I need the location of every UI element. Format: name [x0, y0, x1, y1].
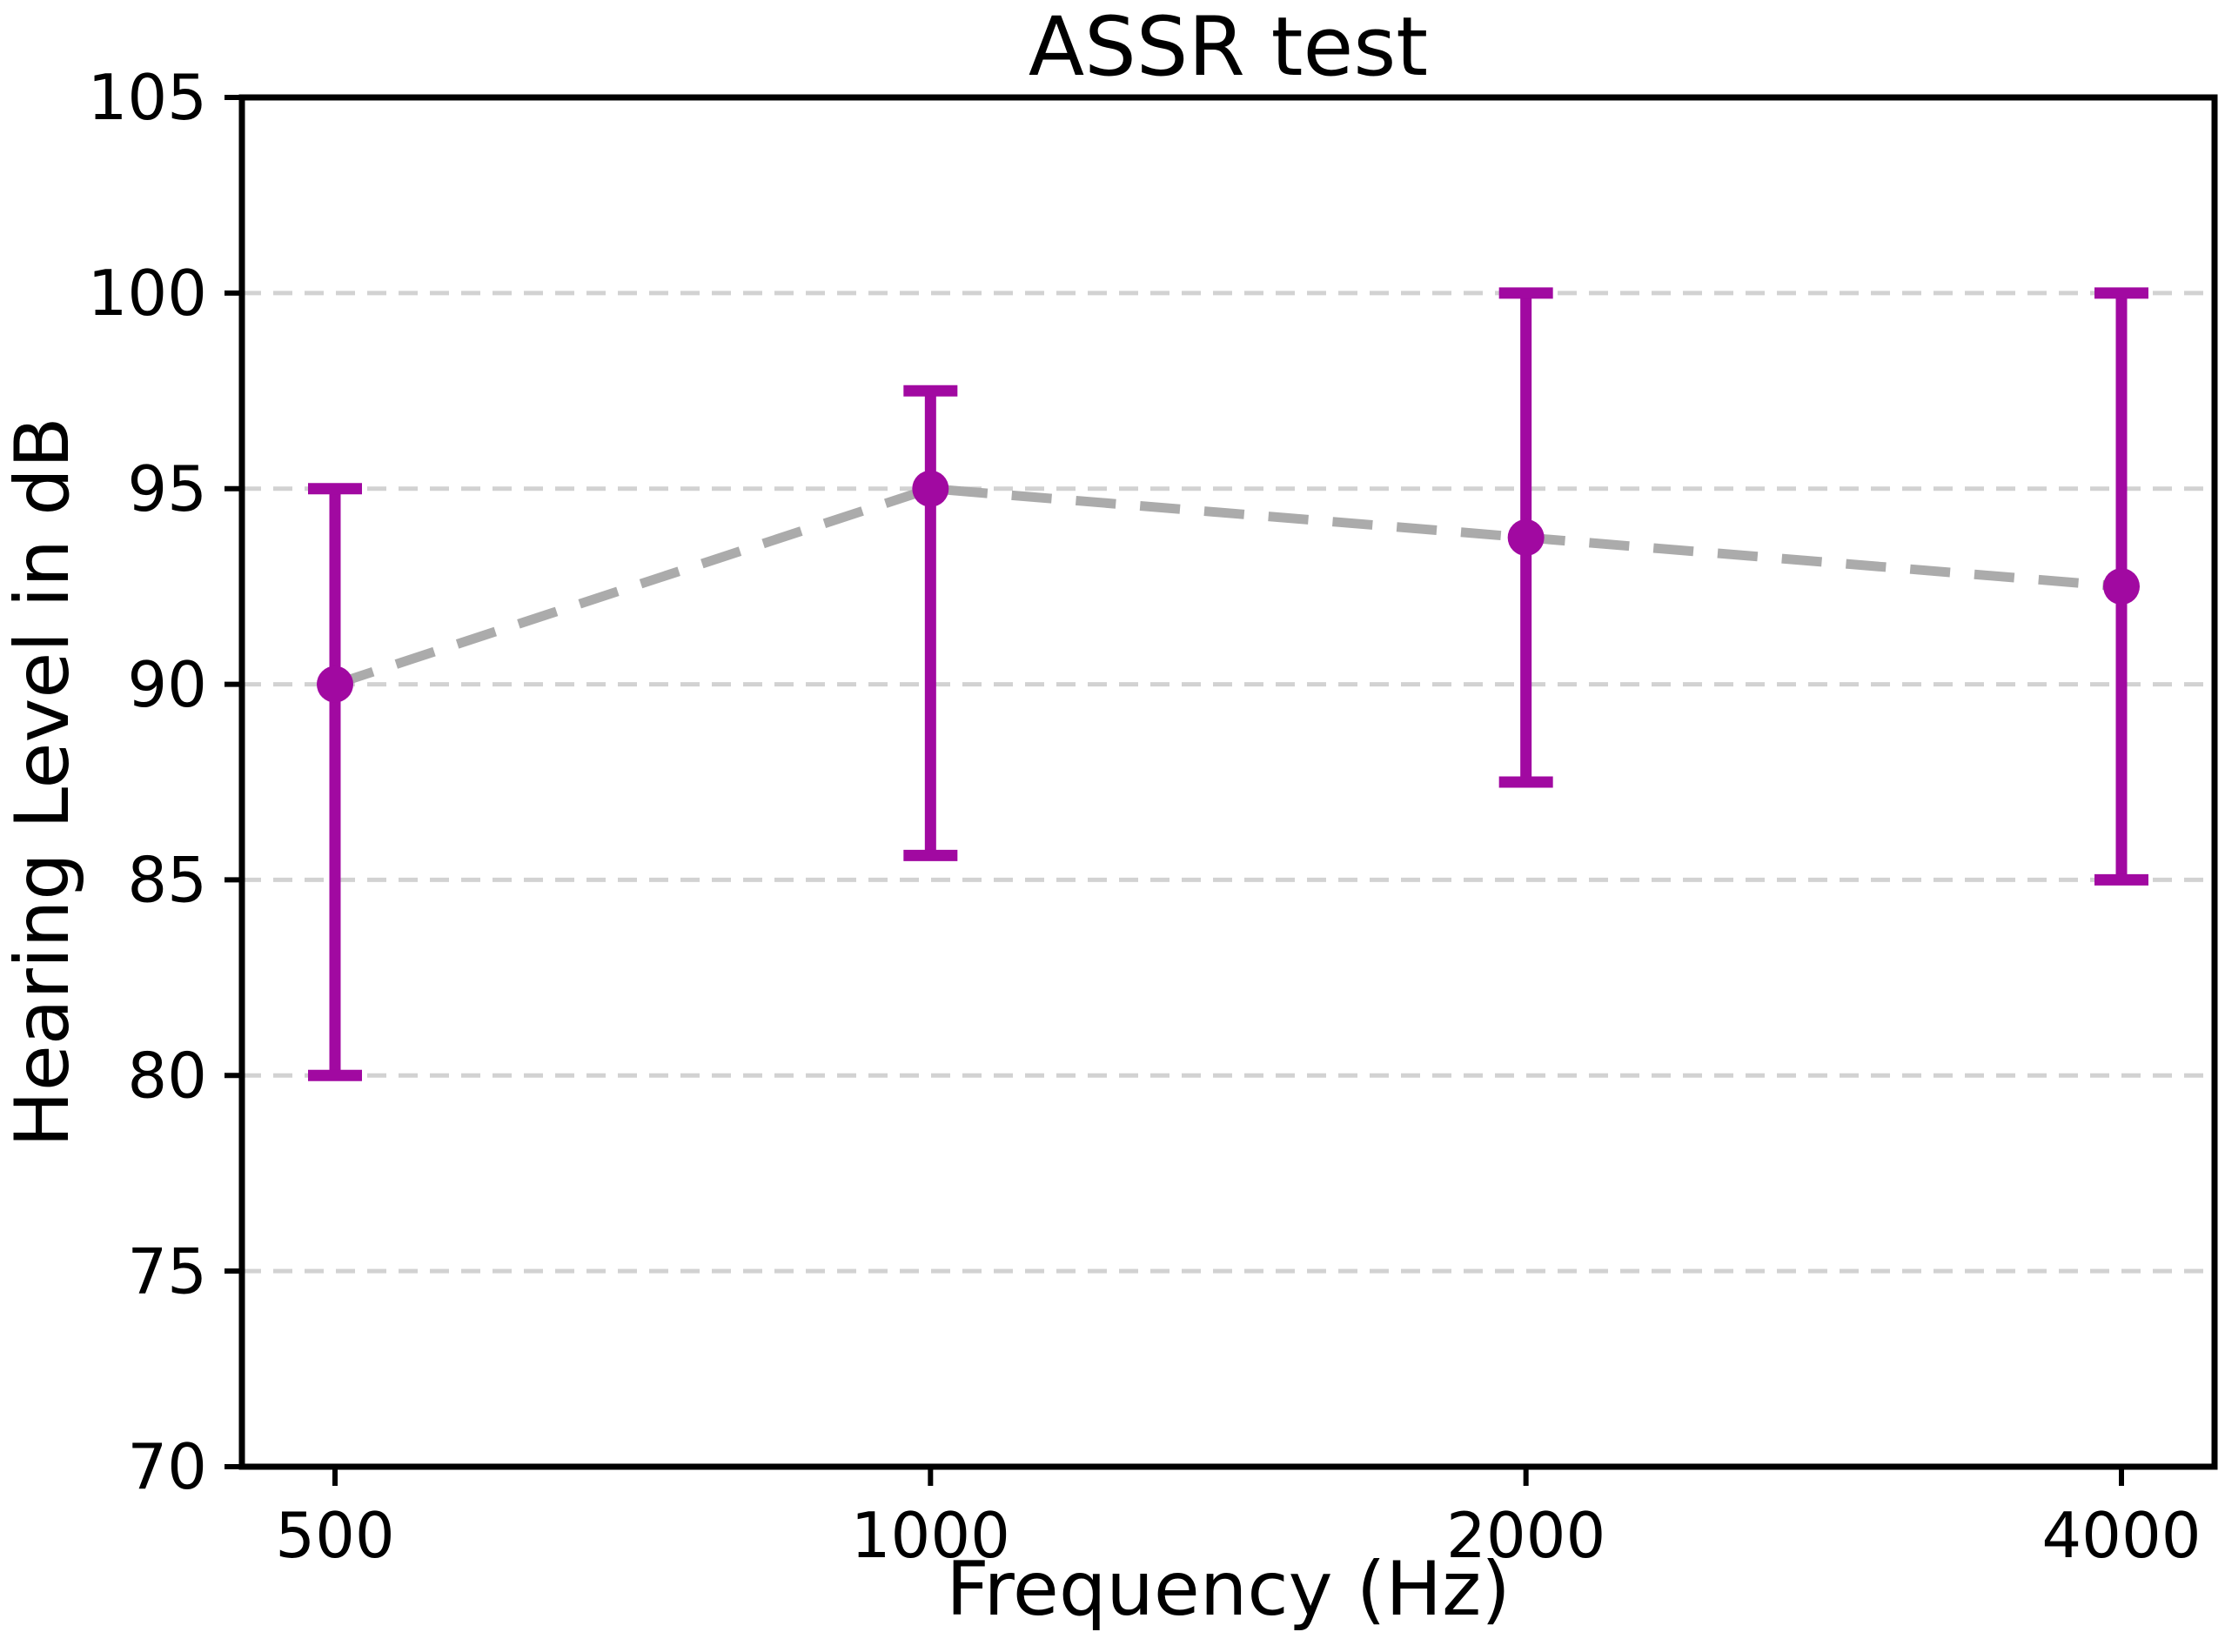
data-point-marker	[912, 470, 949, 507]
x-axis-ticks: 500 1000 2000 4000	[275, 1467, 2202, 1572]
y-tick-label: 80	[127, 1039, 207, 1112]
y-tick-label: 85	[127, 844, 207, 917]
data-markers	[317, 470, 2140, 703]
error-bars	[308, 287, 2148, 1081]
error-bar	[903, 385, 958, 861]
y-tick-label: 70	[127, 1430, 207, 1503]
y-tick-label: 105	[88, 61, 207, 134]
y-tick-label: 75	[127, 1234, 207, 1308]
gridlines	[242, 291, 2215, 1274]
series-line	[333, 484, 2122, 689]
data-point-marker	[317, 665, 353, 703]
series-dashed-line	[333, 484, 2122, 689]
x-axis-label: Frequency (Hz)	[946, 1546, 1511, 1633]
x-tick-label: 500	[275, 1499, 394, 1572]
data-point-marker	[1507, 518, 1545, 556]
x-tick-label: 4000	[2041, 1499, 2201, 1572]
y-axis-label: Hearing Level in dB	[0, 417, 86, 1147]
y-tick-label: 100	[88, 257, 207, 330]
y-tick-label: 90	[127, 648, 207, 721]
x-tick-label: 2000	[1446, 1499, 1605, 1572]
chart-title: ASSR test	[1029, 0, 1428, 95]
y-tick-label: 95	[127, 452, 207, 525]
y-axis-ticks: 70 75 80 85 90 95 100 105	[88, 61, 242, 1503]
plot-border	[238, 94, 2218, 1470]
x-tick-label: 1000	[851, 1499, 1010, 1572]
data-point-marker	[2103, 568, 2140, 605]
error-bar	[308, 483, 362, 1081]
